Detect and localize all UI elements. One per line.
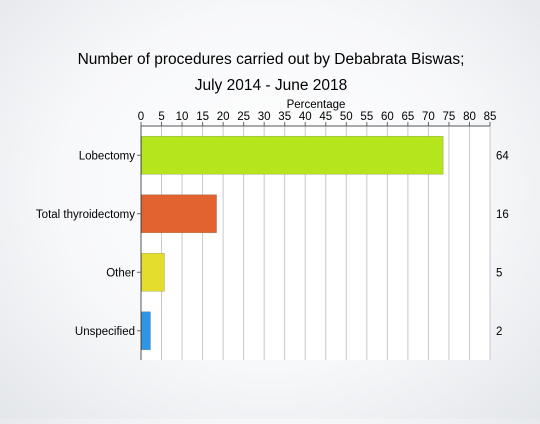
- count-label: 2: [496, 326, 502, 338]
- x-tick-label: 10: [176, 111, 189, 123]
- chart-subtitle: July 2014 - June 2018: [195, 77, 348, 94]
- bar: [141, 135, 444, 175]
- category-label: Lobectomy: [79, 150, 136, 162]
- bar: [141, 194, 217, 234]
- x-tick-label: 25: [237, 111, 250, 123]
- x-tick-label: 70: [422, 111, 435, 123]
- x-tick-label: 65: [401, 111, 414, 123]
- category-label: Total thyroidectomy: [36, 209, 135, 221]
- x-tick-label: 45: [319, 111, 332, 123]
- count-label: 16: [496, 209, 509, 221]
- category-label: Other: [106, 267, 135, 279]
- x-tick-label: 85: [484, 111, 497, 123]
- x-tick-label: 15: [196, 111, 209, 123]
- x-tick-label: 20: [217, 111, 230, 123]
- x-tick-label: 80: [463, 111, 476, 123]
- x-tick-label: 75: [443, 111, 456, 123]
- x-tick-label: 55: [360, 111, 373, 123]
- x-tick-label: 35: [278, 111, 291, 123]
- count-label: 5: [496, 267, 502, 279]
- x-tick-label: 0: [138, 111, 144, 123]
- x-tick-label: 50: [340, 111, 353, 123]
- count-label: 64: [496, 150, 509, 162]
- plot-area: 0 5 10 15 20 25 30 35 40 45 50 55 60 65 70 75 80 85Lobect…: [36, 111, 509, 360]
- category-label: Unspecified: [75, 326, 135, 338]
- x-tick-label: 30: [258, 111, 271, 123]
- x-axis-title: Percentage: [287, 99, 346, 111]
- x-tick-label: 5: [158, 111, 164, 123]
- bar: [141, 252, 165, 292]
- bar: [141, 311, 151, 351]
- chart-title: Number of procedures carried out by Deba…: [78, 51, 465, 68]
- x-tick-label: 60: [381, 111, 394, 123]
- x-tick-label: 40: [299, 111, 312, 123]
